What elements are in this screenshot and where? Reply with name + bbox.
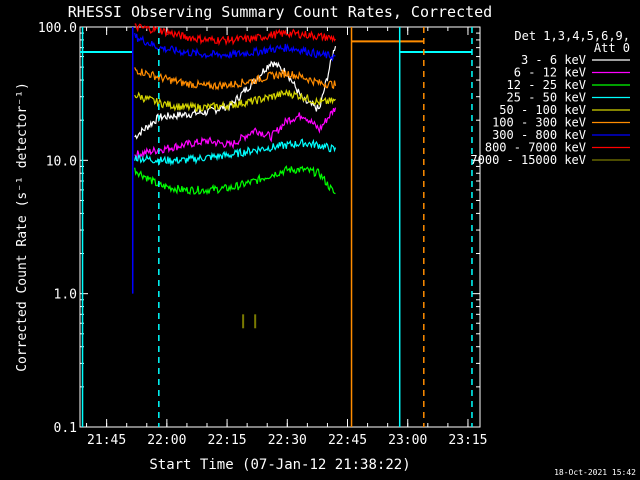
legend-label: 50 - 100 keV: [499, 103, 586, 117]
y-axis-label: Corrected Count Rate (s⁻¹ detector⁻¹): [15, 82, 30, 372]
y-tick-label: 100.0: [38, 21, 77, 36]
legend-header-line1: Det 1,3,4,5,6,9,: [514, 29, 630, 43]
series-line: [134, 23, 336, 47]
x-tick-label: 22:00: [147, 433, 186, 448]
chart-title: RHESSI Observing Summary Count Rates, Co…: [68, 3, 492, 21]
x-tick-label: 22:30: [268, 433, 307, 448]
y-tick-label: 1.0: [54, 288, 77, 303]
series-line: [134, 88, 336, 112]
legend-label: 100 - 300 keV: [492, 116, 586, 130]
axis-ticks: 21:45 22:00 22:15 22:30 22:45 23:00 23:15 0.1 1.…: [38, 21, 488, 448]
x-axis-label: Start Time (07-Jan-12 21:38:22): [149, 457, 410, 473]
x-tick-label: 22:15: [208, 433, 247, 448]
series-line: [134, 165, 336, 196]
series-line: [134, 138, 337, 167]
legend-label: 12 - 25 keV: [507, 78, 586, 92]
legend-label: 800 - 7000 keV: [485, 141, 586, 155]
legend-header-line2: Att 0: [594, 41, 630, 55]
series-group: [134, 23, 337, 329]
x-tick-label: 23:15: [448, 433, 487, 448]
series-line: [134, 107, 337, 161]
legend-label: 300 - 800 keV: [492, 128, 586, 142]
horizontal-segments: [80, 40, 472, 53]
x-tick-label: 22:45: [328, 433, 367, 448]
x-tick-label: 21:45: [87, 433, 126, 448]
series-line: [134, 45, 337, 140]
series-line: [134, 32, 336, 62]
legend-label: 3 - 6 keV: [521, 53, 586, 67]
y-tick-label: 0.1: [54, 421, 77, 436]
vertical-markers: [81, 27, 473, 427]
y-tick-label: 10.0: [46, 154, 77, 169]
legend-label: 6 - 12 keV: [514, 66, 586, 80]
plot-frame: [79, 26, 481, 428]
timestamp: 18-Oct-2021 15:42: [554, 468, 636, 477]
legend-label: 7000 - 15000 keV: [470, 153, 586, 167]
x-tick-label: 23:00: [388, 433, 427, 448]
series-line: [134, 67, 337, 91]
axes-frame: [79, 26, 481, 428]
legend-label: 25 - 50 keV: [507, 91, 586, 105]
